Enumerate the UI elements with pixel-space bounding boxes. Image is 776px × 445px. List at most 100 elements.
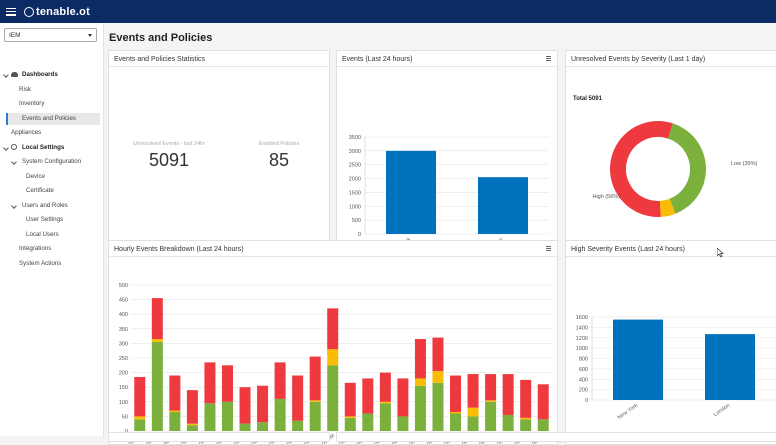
y-tick-label: 200 bbox=[579, 388, 588, 394]
high-severity-card: High Severity Events (Last 24 hours) 0 20… bbox=[565, 240, 776, 445]
bar-segment bbox=[186, 423, 198, 426]
bar-segment bbox=[186, 425, 198, 431]
chevron-down-icon[interactable] bbox=[3, 72, 9, 78]
chart-menu-icon[interactable] bbox=[546, 56, 551, 61]
y-tick-label: 2000 bbox=[349, 177, 361, 183]
sidebar-item-inventory[interactable]: Inventory bbox=[19, 100, 45, 107]
bar-segment bbox=[151, 298, 163, 340]
bar-segment bbox=[450, 375, 462, 413]
chevron-down-icon[interactable] bbox=[11, 159, 17, 165]
bar-new-york bbox=[386, 150, 436, 234]
bar-segment bbox=[432, 371, 444, 383]
high-severity-card-title: High Severity Events (Last 24 hours) bbox=[571, 246, 685, 253]
sidebar: IEM Dashboards Risk Inventory Events and… bbox=[0, 23, 104, 436]
y-tick-label: 400 bbox=[119, 312, 128, 318]
bar-london bbox=[705, 334, 755, 400]
y-tick-label: 800 bbox=[579, 357, 588, 363]
sidebar-item-integrations[interactable]: Integrations bbox=[19, 245, 52, 252]
bar-segment bbox=[186, 390, 198, 424]
bar-segment bbox=[221, 401, 233, 431]
bar-segment bbox=[537, 384, 549, 420]
bar-segment bbox=[432, 382, 444, 431]
events-chart: 0500100015002000250030003500New YorkLond… bbox=[349, 135, 549, 254]
severity-total: Total 5091 bbox=[573, 96, 602, 102]
sidebar-item-user-settings[interactable]: User Settings bbox=[26, 216, 64, 223]
bar-segment bbox=[292, 375, 304, 421]
x-tick-label: New York bbox=[617, 403, 640, 421]
bar-segment bbox=[379, 372, 391, 402]
severity-card-title: Unresolved Events by Severity (Last 1 da… bbox=[571, 56, 706, 63]
top-bar: tenable.ot bbox=[0, 0, 776, 23]
y-tick-label: 450 bbox=[119, 298, 128, 304]
site-select-value: IEM bbox=[9, 32, 21, 39]
y-tick-label: 100 bbox=[119, 400, 128, 406]
chart-menu-icon[interactable] bbox=[546, 246, 551, 251]
chevron-down-icon[interactable] bbox=[11, 203, 17, 209]
page-title: Events and Policies bbox=[109, 32, 213, 44]
sidebar-item-certificate[interactable]: Certificate bbox=[26, 187, 54, 194]
enabled-policies-value: 85 bbox=[268, 150, 290, 170]
y-tick-label: 200 bbox=[119, 371, 128, 377]
settings-key-icon bbox=[11, 144, 17, 150]
chevron-down-icon bbox=[88, 34, 92, 37]
y-tick-label: 0 bbox=[358, 232, 361, 238]
bar-segment bbox=[344, 382, 356, 417]
y-tick-label: 0 bbox=[585, 398, 588, 404]
bar-segment bbox=[204, 362, 216, 404]
y-tick-label: 1400 bbox=[576, 325, 588, 331]
bar-segment bbox=[169, 412, 181, 431]
enabled-policies-label: Enabled Policies bbox=[258, 141, 300, 147]
sidebar-item-system-actions[interactable]: System Actions bbox=[19, 260, 62, 267]
sidebar-item-events-and-policies[interactable]: Events and Policies bbox=[6, 113, 100, 125]
bar-segment bbox=[169, 410, 181, 413]
bar-segment bbox=[134, 419, 146, 431]
sidebar-item-appliances[interactable]: Appliances bbox=[11, 129, 42, 136]
hamburger-menu-icon[interactable] bbox=[6, 7, 16, 16]
high-severity-chart: 0 200 400 600 800 1000 1200 1400 1600 New York Lon… bbox=[576, 315, 776, 421]
y-tick-label: 50 bbox=[122, 414, 128, 420]
sidebar-item-local-settings[interactable]: Local Settings bbox=[22, 144, 65, 151]
bar-segment bbox=[450, 412, 462, 414]
y-tick-label: 150 bbox=[119, 385, 128, 391]
hourly-chart: 05010015020025030035040045050008:00 PM09… bbox=[119, 283, 552, 444]
chevron-down-icon[interactable] bbox=[3, 145, 9, 151]
y-tick-label: 1200 bbox=[576, 336, 588, 342]
bar-segment bbox=[169, 375, 181, 411]
sidebar-item-local-users[interactable]: Local Users bbox=[26, 231, 59, 238]
y-tick-label: 250 bbox=[119, 356, 128, 362]
mouse-cursor-icon bbox=[717, 248, 724, 258]
stats-card-title: Events and Policies Statistics bbox=[114, 56, 206, 63]
sidebar-item-device[interactable]: Device bbox=[26, 173, 45, 180]
bar-segment bbox=[450, 413, 462, 431]
sidebar-item-risk[interactable]: Risk bbox=[19, 86, 32, 93]
bar-segment bbox=[344, 417, 356, 431]
bar-segment bbox=[327, 365, 339, 431]
y-tick-label: 3000 bbox=[349, 149, 361, 155]
severity-chart: Low (39%) High (56%) bbox=[592, 121, 757, 217]
bar-new-york bbox=[613, 319, 663, 400]
app-logo[interactable]: tenable.ot bbox=[24, 6, 90, 18]
bar-segment bbox=[292, 420, 304, 431]
bar-segment bbox=[467, 374, 479, 408]
sidebar-item-system-configuration[interactable]: System Configuration bbox=[22, 158, 82, 165]
bar-segment bbox=[309, 401, 321, 431]
bar-segment bbox=[239, 387, 251, 424]
hourly-card: Hourly Events Breakdown (Last 24 hours) … bbox=[108, 240, 558, 445]
card-header bbox=[566, 241, 776, 257]
site-select[interactable]: IEM bbox=[4, 28, 97, 42]
bar-segment bbox=[151, 339, 163, 342]
unresolved-events-value: 5091 bbox=[148, 150, 190, 170]
sidebar-item-users-and-roles[interactable]: Users and Roles bbox=[22, 202, 68, 209]
bar-segment bbox=[520, 417, 532, 420]
y-tick-label: 2500 bbox=[349, 163, 361, 169]
severity-card: Unresolved Events by Severity (Last 1 da… bbox=[565, 50, 776, 255]
bar-segment bbox=[134, 416, 146, 420]
bar-segment bbox=[397, 378, 409, 417]
sidebar-item-dashboards[interactable]: Dashboards bbox=[22, 71, 58, 78]
bar-segment bbox=[414, 378, 426, 386]
card-header bbox=[337, 51, 557, 67]
bar-segment bbox=[204, 403, 216, 431]
y-tick-label: 600 bbox=[579, 367, 588, 373]
bar-segment bbox=[414, 339, 426, 379]
bar-segment bbox=[362, 413, 374, 431]
